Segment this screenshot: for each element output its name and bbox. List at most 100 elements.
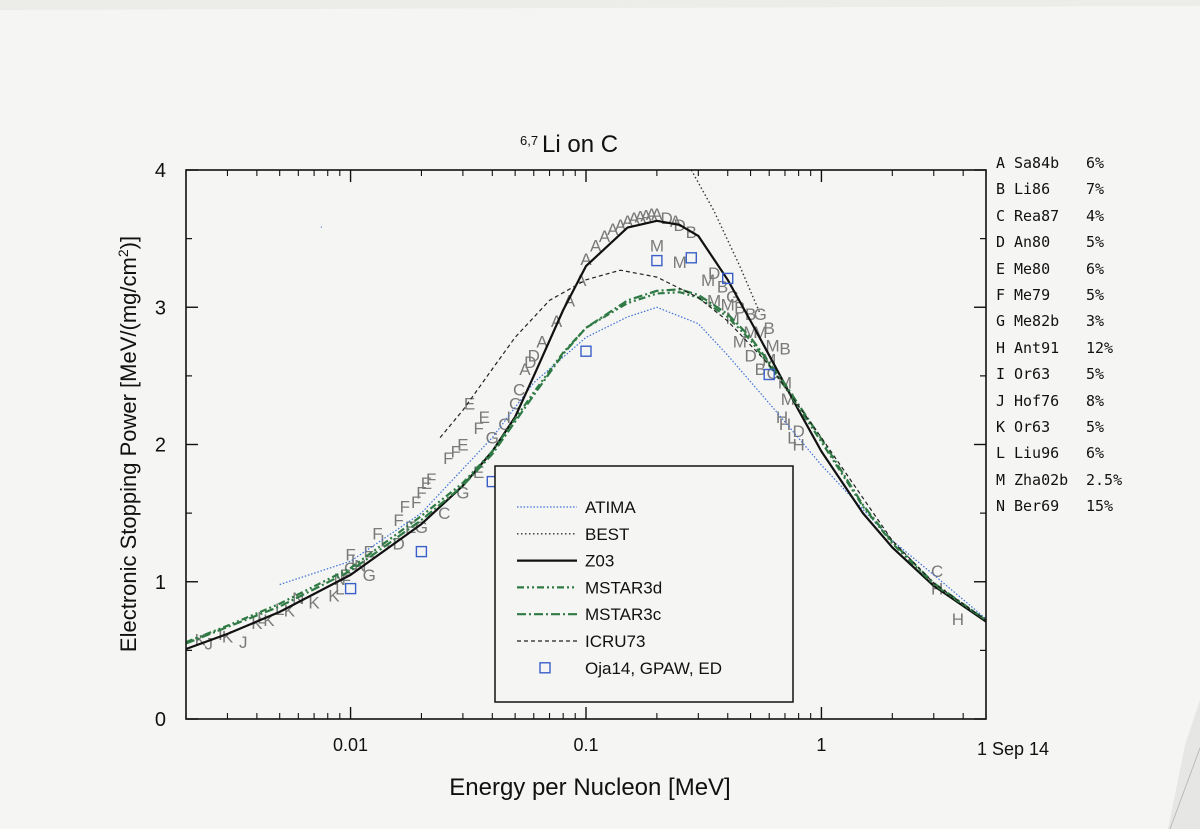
data-letter-f: F [426,470,436,489]
data-letter-k: K [308,593,320,612]
data-letter-h: H [779,415,791,434]
data-letter-b: B [755,360,766,379]
reference-item: F Me79 5% [996,282,1122,308]
reference-name: Me80 [1014,259,1051,278]
data-letter-d: D [524,353,536,372]
data-letter-e: E [457,436,468,455]
reference-error: 12% [1086,338,1114,357]
data-letter-a: A [651,205,663,224]
y-tick-label: 2 [155,435,166,457]
data-letter-l: L [351,552,360,571]
reference-item: G Me82b 3% [996,308,1122,334]
data-letter-f: F [443,449,453,468]
data-letter-k: K [222,628,234,647]
reference-item: I Or63 5% [996,361,1122,387]
reference-item: L Liu96 6% [996,440,1122,466]
data-letter-e: E [479,408,490,427]
data-letter-k: K [251,614,263,633]
data-letter-m: M [650,237,664,256]
x-tick-label: 0.01 [333,735,368,755]
reference-name: Or63 [1014,365,1051,384]
reference-letter: K [996,417,1006,436]
data-letter-a: A [670,212,682,231]
x-tick-label: 1 [816,735,826,755]
data-letter-a: A [646,205,658,224]
reference-name: Rea87 [1014,206,1060,225]
reference-item: J Hof76 8% [996,388,1122,414]
date-stamp: 1 Sep 14 [977,739,1049,759]
data-letter-b: B [734,298,745,317]
reference-error: 15% [1086,497,1114,516]
reference-name: Or63 [1014,417,1051,436]
reference-letter: C [996,206,1006,225]
data-letter-g: G [754,305,767,324]
reference-error: 6% [1086,259,1105,278]
data-letter-d: D [708,264,720,283]
reference-name: Hof76 [1014,391,1060,410]
reference-item: H Ant91 12% [996,335,1122,361]
reference-error: 4% [1086,206,1105,225]
data-letter-a: A [599,227,611,246]
reference-item: D An80 5% [996,229,1122,255]
data-letter-l: L [275,600,284,619]
data-letter-c: C [513,381,525,400]
data-letter-m: M [733,333,747,352]
legend: ATIMA BEST Z03 MSTAR3d MSTAR3c ICRU73 Oja14, G… [494,465,794,703]
data-letter-k: K [284,602,296,621]
legend-swatch-oja14 [539,662,551,674]
reference-error: 7% [1086,180,1105,199]
data-letter-m: M [721,296,735,315]
legend-label: Oja14, GPAW, ED [585,659,722,678]
data-letter-a: A [564,291,576,310]
data-letter-e: E [364,543,375,562]
data-letter-a: A [590,237,602,256]
data-letter-f: F [416,484,426,503]
reference-name: Sa84b [1014,154,1060,172]
reference-letter: B [996,180,1006,199]
data-letter-f: F [372,525,382,544]
data-letter-l: L [335,580,344,599]
data-letter-a: A [628,209,640,228]
oja14-marker [344,582,357,595]
data-letter-m: M [762,350,776,369]
reference-error: 5% [1086,365,1105,384]
data-letter-l: L [257,608,266,627]
data-letter-m: M [701,271,715,290]
reference-name: Me79 [1014,285,1051,304]
oja14-marker [763,368,775,381]
reference-error: 5% [1086,417,1105,436]
data-letter-h: H [952,610,964,629]
data-letter-g: G [486,429,499,448]
data-letter-f: F [474,419,484,438]
reference-letter: N [996,497,1006,516]
reference-letter: J [996,391,1006,410]
reference-item: E Me80 6% [996,256,1122,282]
chart-title: Li on C [542,131,618,158]
data-letter-i: I [506,408,511,427]
plot-frame [185,169,987,720]
data-letter-b: B [745,305,756,324]
data-letter-b: B [764,319,775,338]
oja14-marker [580,345,592,357]
y-tick-label: 0 [155,709,166,731]
x-axis-label: Energy per Nucleon [MeV] [449,774,730,801]
data-letter-e: E [421,474,432,493]
oja14-marker [722,272,734,285]
data-letter-f: F [411,493,421,512]
legend-label: ICRU73 [585,632,645,651]
data-letter-a: A [536,333,548,352]
data-letter-m: M [753,323,767,342]
series-line-atima [279,306,987,620]
y-axis-label-superscript: 2 [115,249,131,257]
data-letter-a: A [575,271,587,290]
y-axis-label: Electronic Stopping Power [MeV/(mg/cm2)] [115,236,141,652]
data-letter-e: E [473,463,484,482]
data-letter-m: M [766,337,780,356]
x-tick-label: 0.1 [573,735,598,755]
data-letter-c: C [438,504,450,523]
reference-name: Zha02b [1014,470,1069,489]
scan-mark: · [318,221,326,234]
reference-letter: E [996,259,1006,278]
data-letter-a: A [635,208,647,227]
reference-name: Me82b [1014,312,1060,331]
